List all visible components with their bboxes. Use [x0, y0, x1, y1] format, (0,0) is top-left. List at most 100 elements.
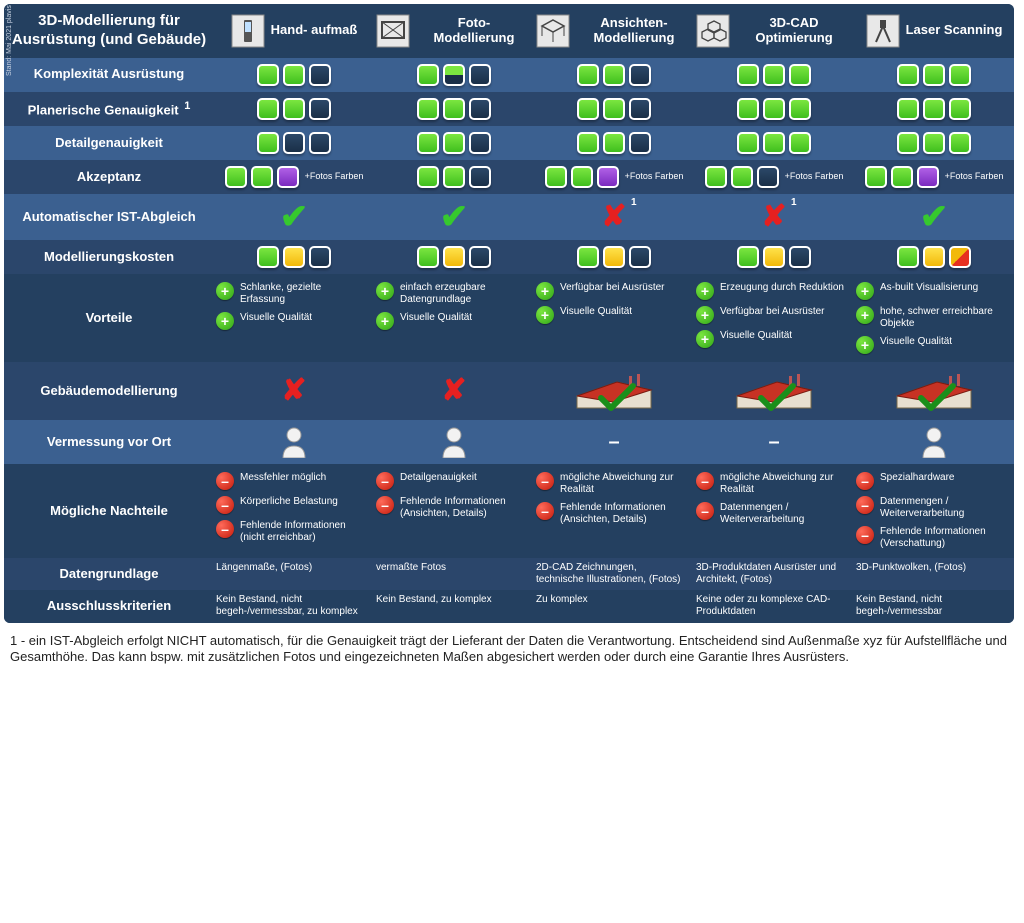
rating-box	[603, 98, 625, 120]
disadvantage-text: Fehlende Informationen (Ansichten, Detai…	[400, 496, 528, 520]
disadvantages-col: –mögliche Abweichung zur Realität–Fehlen…	[534, 464, 694, 534]
rating-box	[891, 166, 913, 188]
cell: +Fotos Farben	[534, 160, 694, 194]
row-label: Gebäudemodellierung	[4, 375, 214, 407]
rating-box	[917, 166, 939, 188]
extra-note: +Fotos Farben	[785, 172, 844, 181]
rating-box	[763, 64, 785, 86]
disadvantage-text: Spezialhardware	[880, 472, 955, 484]
rating-box	[443, 98, 465, 120]
cell: ✔	[374, 194, 534, 240]
rating-box	[629, 98, 651, 120]
disadvantage-text: Körperliche Belastung	[240, 496, 338, 508]
cell: ✘	[534, 196, 694, 238]
minus-icon: –	[856, 496, 874, 514]
disadvantages-col: –mögliche Abweichung zur Realität–Datenm…	[694, 464, 854, 534]
rating-box	[949, 98, 971, 120]
minus-icon: –	[696, 472, 714, 490]
advantages-col: +Verfügbar bei Ausrüster+Visuelle Qualit…	[534, 274, 694, 332]
cross-icon: ✘	[761, 202, 786, 232]
cell	[854, 240, 1014, 274]
rating-box	[923, 98, 945, 120]
rating-box	[283, 98, 305, 120]
rating-box	[417, 98, 439, 120]
rating-box	[731, 166, 753, 188]
rating-box	[629, 132, 651, 154]
laser-scan-icon	[866, 14, 900, 48]
dash-icon: –	[608, 431, 619, 454]
advantage-text: einfach erzeugbare Datengrundlage	[400, 282, 528, 306]
rating-box	[949, 64, 971, 86]
row-kosten: Modellierungskosten	[4, 240, 1014, 274]
exclusion: Kein Bestand, nicht begeh-/vermessbar	[854, 590, 1014, 622]
plus-icon: +	[216, 282, 234, 300]
main-heading: 3D-Modellierung für Ausrüstung (und Gebä…	[4, 4, 214, 58]
header-row: 3D-Modellierung für Ausrüstung (und Gebä…	[4, 4, 1014, 58]
rating-box	[257, 64, 279, 86]
rating-box	[309, 64, 331, 86]
cell: ✔	[854, 194, 1014, 240]
rating-box	[603, 246, 625, 268]
rating-box	[789, 132, 811, 154]
rating-box	[283, 246, 305, 268]
rating-box	[577, 132, 599, 154]
rating-box	[763, 132, 785, 154]
cell	[214, 126, 374, 160]
building-check-icon	[891, 368, 977, 414]
rating-box	[897, 98, 919, 120]
rating-box	[257, 246, 279, 268]
plus-icon: +	[696, 306, 714, 324]
plus-icon: +	[536, 306, 554, 324]
rating-box	[443, 132, 465, 154]
cell	[374, 160, 534, 194]
rating-box	[737, 132, 759, 154]
row-nachteile: Mögliche Nachteile–Messfehler möglich–Kö…	[4, 464, 1014, 558]
rating-box	[577, 98, 599, 120]
rating-box	[283, 132, 305, 154]
plus-icon: +	[856, 306, 874, 324]
disadvantages-col: –Messfehler möglich–Körperliche Belastun…	[214, 464, 374, 552]
advantage-text: Verfügbar bei Ausrüster	[720, 306, 825, 318]
rating-box	[737, 98, 759, 120]
cell	[374, 240, 534, 274]
exclusion: Kein Bestand, nicht begeh-/vermessbar, z…	[214, 590, 374, 622]
comparison-table: Stand: Mai 2021 plavis – visTABLE® 3D-Mo…	[4, 4, 1014, 623]
cell: +Fotos Farben	[214, 160, 374, 194]
rating-box	[257, 98, 279, 120]
rating-box	[309, 132, 331, 154]
rating-box	[277, 166, 299, 188]
minus-icon: –	[856, 526, 874, 544]
cell	[214, 92, 374, 126]
disadvantages-col: –Spezialhardware–Datenmengen / Weiterver…	[854, 464, 1014, 558]
cell: +Fotos Farben	[854, 160, 1014, 194]
rating-box	[603, 132, 625, 154]
rating-box	[897, 132, 919, 154]
row-plan: Planerische Genauigkeit 1	[4, 92, 1014, 127]
advantage-text: Erzeugung durch Reduktion	[720, 282, 844, 294]
building-check-icon	[571, 368, 657, 414]
rating-box	[763, 246, 785, 268]
rating-box	[763, 98, 785, 120]
exclusion: Keine oder zu komplexe CAD-Produktdaten	[694, 590, 854, 622]
minus-icon: –	[376, 472, 394, 490]
row-ist: Automatischer IST-Abgleich✔✔✘✘✔	[4, 194, 1014, 240]
minus-icon: –	[536, 472, 554, 490]
col-header-2: Ansichten- Modellierung	[534, 6, 694, 56]
plus-icon: +	[376, 312, 394, 330]
plus-icon: +	[856, 336, 874, 354]
exclusion: Zu komplex	[534, 590, 694, 610]
cell	[374, 58, 534, 92]
rating-box	[757, 166, 779, 188]
advantage-text: Visuelle Qualität	[720, 330, 792, 342]
row-vorteile: Vorteile+Schlanke, gezielte Erfassung+Vi…	[4, 274, 1014, 362]
cell: ✘	[694, 196, 854, 238]
row-label: Automatischer IST-Abgleich	[4, 201, 214, 233]
rating-box	[897, 246, 919, 268]
disadvantage-text: Fehlende Informationen (Ansichten, Detai…	[560, 502, 688, 526]
dash-icon: –	[768, 431, 779, 454]
plus-icon: +	[856, 282, 874, 300]
disadvantage-text: Datenmengen / Weiterverarbeitung	[880, 496, 1008, 520]
cell	[694, 240, 854, 274]
row-label: Ausschlusskriterien	[4, 590, 214, 622]
row-label: Mögliche Nachteile	[4, 495, 214, 527]
